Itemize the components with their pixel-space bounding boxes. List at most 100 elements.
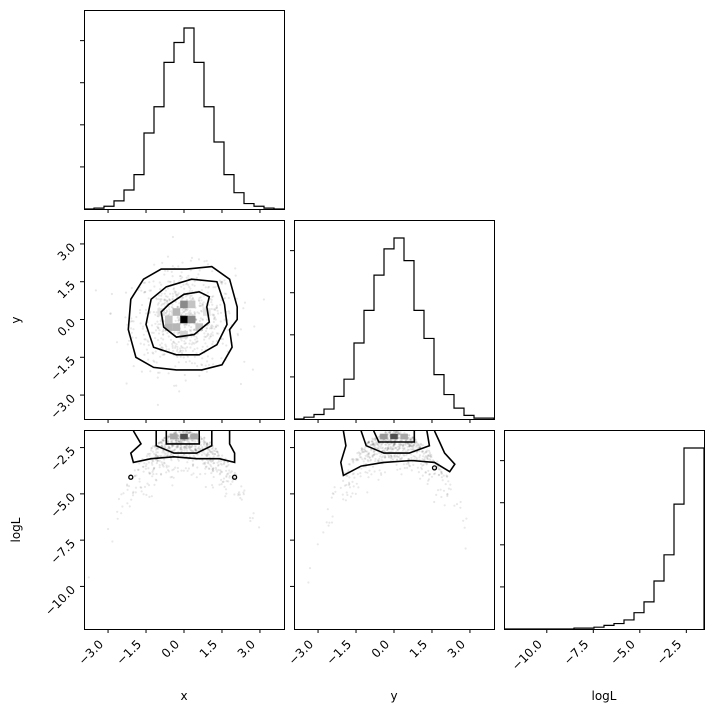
scatter-point <box>169 476 172 479</box>
scatter-point <box>396 468 399 471</box>
scatter-point <box>225 474 228 477</box>
scatter-point <box>167 440 170 443</box>
scatter-point <box>388 431 391 434</box>
scatter-point <box>162 329 165 332</box>
scatter-point <box>166 269 169 273</box>
scatter-point <box>162 333 165 336</box>
scatter-point <box>193 335 196 338</box>
scatter-point <box>185 323 188 326</box>
scatter-point <box>182 439 185 442</box>
scatter-point <box>435 493 438 496</box>
x-tick-label: 0.0 <box>159 637 182 660</box>
scatter-point <box>421 474 424 477</box>
scatter-point <box>410 456 413 459</box>
scatter-point <box>401 444 404 447</box>
scatter-point <box>170 310 173 313</box>
scatter-point <box>222 480 225 483</box>
scatter-point <box>217 463 220 466</box>
scatter-point <box>378 437 381 440</box>
scatter-point <box>190 313 193 316</box>
scatter-point <box>220 282 223 285</box>
scatter-point <box>208 448 211 451</box>
scatter-point <box>135 315 138 319</box>
scatter-point <box>211 325 214 328</box>
density-cell <box>172 308 181 316</box>
scatter-point <box>155 479 158 482</box>
scatter-point <box>186 449 189 452</box>
scatter-point <box>367 441 370 444</box>
scatter-point <box>174 319 177 322</box>
scatter-point <box>161 442 164 445</box>
scatter-point <box>156 455 159 458</box>
scatter-point <box>219 320 222 323</box>
scatter-point <box>381 446 384 449</box>
scatter-point <box>213 453 216 456</box>
scatter-point <box>238 491 241 494</box>
scatter-point <box>148 289 151 292</box>
scatter-point <box>149 452 152 455</box>
scatter-point <box>168 433 171 436</box>
scatter-point <box>173 384 176 387</box>
scatter-point <box>209 297 212 300</box>
scatter-point <box>424 451 427 454</box>
scatter-point <box>419 446 422 449</box>
scatter-point <box>159 355 162 358</box>
scatter-point <box>193 362 196 365</box>
scatter-point <box>464 547 467 550</box>
scatter-point <box>413 458 416 461</box>
scatter-point <box>157 332 161 335</box>
scatter-point <box>248 516 252 520</box>
scatter-point <box>160 455 163 458</box>
scatter-point <box>122 492 125 495</box>
scatter-point <box>171 346 174 349</box>
scatter-point <box>180 313 183 316</box>
scatter-point <box>227 480 230 483</box>
scatter-point <box>347 463 350 466</box>
scatter-point <box>400 457 403 460</box>
scatter-point <box>368 456 371 459</box>
contour-level-3 <box>127 265 238 371</box>
scatter-point <box>191 463 194 466</box>
scatter-point <box>155 361 158 364</box>
scatter-point <box>164 301 167 304</box>
scatter-point <box>348 482 351 485</box>
scatter-point <box>212 462 215 465</box>
scatter-point <box>428 451 431 454</box>
scatter-point <box>386 439 389 442</box>
scatter-point <box>178 433 181 436</box>
scatter-point <box>146 351 149 355</box>
scatter-point <box>181 449 184 452</box>
scatter-point <box>187 467 190 470</box>
scatter-point <box>178 430 181 434</box>
scatter-point <box>426 454 429 457</box>
scatter-point <box>212 295 215 298</box>
scatter-point <box>171 303 174 306</box>
scatter-point <box>380 458 383 461</box>
scatter-point <box>206 453 209 456</box>
scatter-point <box>208 337 211 340</box>
scatter-point <box>203 436 206 439</box>
scatter-point <box>157 447 160 450</box>
scatter-point <box>222 477 226 480</box>
scatter-point <box>402 463 405 466</box>
scatter-point <box>220 483 223 486</box>
y-axis-label-bottom: y <box>390 689 397 703</box>
scatter-point <box>433 500 436 504</box>
scatter-point <box>379 472 383 475</box>
scatter-point <box>205 370 208 373</box>
scatter-point <box>409 445 412 448</box>
scatter-point <box>199 448 202 451</box>
scatter-point <box>407 442 410 445</box>
scatter-point <box>386 449 389 452</box>
scatter-point <box>357 451 360 454</box>
scatter-point <box>374 441 377 444</box>
scatter-point <box>147 340 150 343</box>
scatter-point <box>178 302 181 305</box>
scatter-point <box>166 299 169 303</box>
scatter-point <box>440 472 443 475</box>
scatter-point <box>223 462 226 465</box>
scatter-point <box>190 449 193 452</box>
scatter-point <box>172 341 175 344</box>
scatter-point <box>193 280 196 283</box>
scatter-point <box>181 430 184 433</box>
